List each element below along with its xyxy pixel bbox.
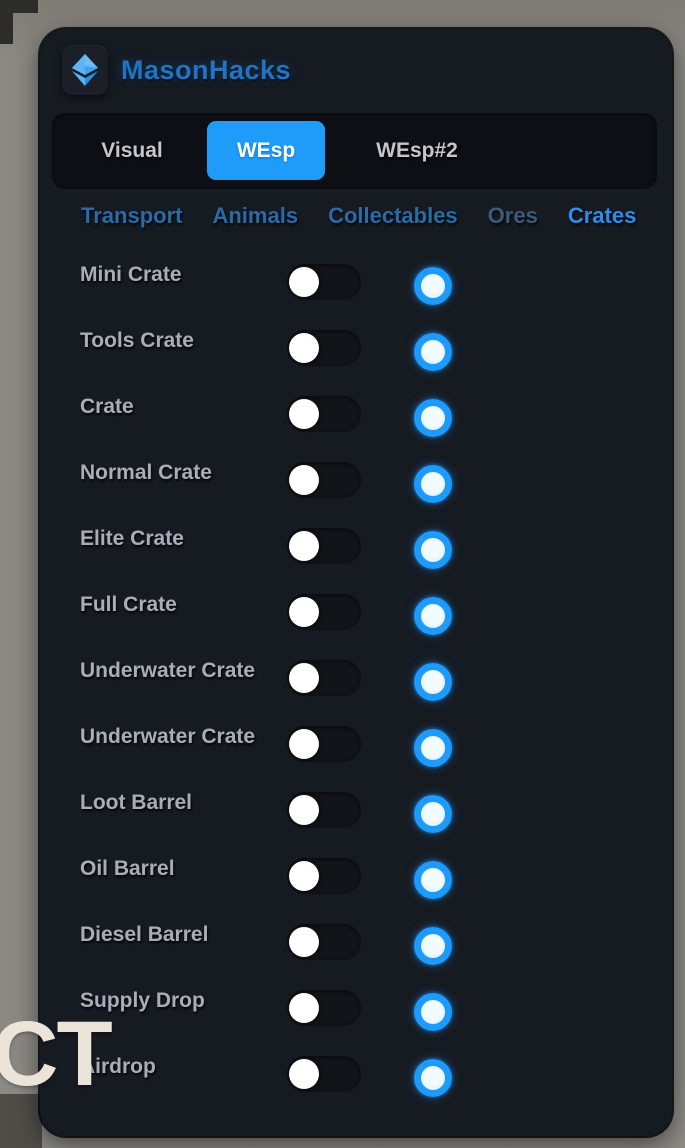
feature-label: Crate (80, 395, 134, 418)
toggle-knob (289, 267, 319, 297)
toggle-knob (289, 795, 319, 825)
feature-row: Elite Crate (40, 506, 672, 572)
background-artifact (0, 0, 38, 13)
feature-row: Loot Barrel (40, 770, 672, 836)
toggle-switch[interactable] (287, 1056, 361, 1092)
feature-row: Underwater Crate (40, 638, 672, 704)
toggle-knob (289, 597, 319, 627)
masonhacks-panel: MasonHacks Visual WEsp WEsp#2 Transport Ani… (40, 29, 672, 1136)
toggle-switch[interactable] (287, 330, 361, 366)
toggle-knob (289, 993, 319, 1023)
feature-row: Tools Crate (40, 308, 672, 374)
color-picker[interactable] (414, 1059, 452, 1097)
subtab-collectables[interactable]: Collectables (328, 203, 458, 228)
feature-label: Supply Drop (80, 989, 205, 1012)
subtab-ores[interactable]: Ores (487, 203, 538, 228)
toggle-knob (289, 333, 319, 363)
toggle-knob (289, 729, 319, 759)
background-partial-text: CT (0, 1003, 113, 1105)
toggle-switch[interactable] (287, 858, 361, 894)
toggle-knob (289, 399, 319, 429)
feature-label: Tools Crate (80, 329, 194, 352)
color-picker[interactable] (414, 333, 452, 371)
color-picker[interactable] (414, 267, 452, 305)
toggle-switch[interactable] (287, 396, 361, 432)
feature-label: Full Crate (80, 593, 177, 616)
feature-label: Underwater Crate (80, 659, 256, 682)
tab-visual[interactable]: Visual (101, 139, 163, 162)
feature-label: Normal Crate (80, 461, 212, 484)
feature-row: Diesel Barrel (40, 902, 672, 968)
gem-icon (72, 54, 98, 86)
feature-label: Elite Crate (80, 527, 184, 550)
toggle-knob (289, 465, 319, 495)
color-picker[interactable] (414, 465, 452, 503)
tab-bar: Visual WEsp WEsp#2 (52, 113, 657, 189)
color-picker[interactable] (414, 597, 452, 635)
toggle-switch[interactable] (287, 594, 361, 630)
color-picker[interactable] (414, 729, 452, 767)
toggle-switch[interactable] (287, 924, 361, 960)
feature-list: Mini Crate Tools Crate Crate Normal Crat… (40, 242, 672, 1100)
toggle-switch[interactable] (287, 660, 361, 696)
toggle-switch[interactable] (287, 528, 361, 564)
color-picker[interactable] (414, 861, 452, 899)
toggle-switch[interactable] (287, 264, 361, 300)
color-picker[interactable] (414, 795, 452, 833)
color-picker[interactable] (414, 663, 452, 701)
feature-label: Loot Barrel (80, 791, 193, 814)
color-picker[interactable] (414, 399, 452, 437)
feature-row: Mini Crate (40, 242, 672, 308)
feature-label: Diesel Barrel (80, 923, 209, 946)
tab-wesp-2[interactable]: WEsp#2 (376, 139, 458, 162)
feature-row: Normal Crate (40, 440, 672, 506)
subtab-bar: Transport Animals Collectables Ores Crates (40, 203, 672, 229)
color-picker[interactable] (414, 531, 452, 569)
toggle-switch[interactable] (287, 792, 361, 828)
feature-row: Supply Drop (40, 968, 672, 1034)
subtab-transport[interactable]: Transport (81, 203, 183, 228)
feature-label: Airdrop (80, 1055, 156, 1078)
toggle-switch[interactable] (287, 726, 361, 762)
toggle-knob (289, 861, 319, 891)
subtab-animals[interactable]: Animals (212, 203, 299, 228)
tab-wesp[interactable]: WEsp (207, 121, 325, 180)
toggle-switch[interactable] (287, 990, 361, 1026)
feature-row: Airdrop (40, 1034, 672, 1100)
logo (62, 45, 108, 95)
toggle-knob (289, 927, 319, 957)
feature-label: Mini Crate (80, 263, 182, 286)
subtab-crates[interactable]: Crates (567, 203, 637, 228)
app-title: MasonHacks (121, 54, 292, 85)
toggle-knob (289, 1059, 319, 1089)
feature-row: Oil Barrel (40, 836, 672, 902)
feature-label: Oil Barrel (80, 857, 175, 880)
feature-row: Underwater Crate (40, 704, 672, 770)
feature-label: Underwater Crate (80, 725, 256, 748)
toggle-knob (289, 531, 319, 561)
feature-row: Full Crate (40, 572, 672, 638)
background-dark-block (0, 1094, 42, 1148)
color-picker[interactable] (414, 993, 452, 1031)
toggle-switch[interactable] (287, 462, 361, 498)
panel-header: MasonHacks (62, 45, 291, 95)
color-picker[interactable] (414, 927, 452, 965)
toggle-knob (289, 663, 319, 693)
feature-row: Crate (40, 374, 672, 440)
